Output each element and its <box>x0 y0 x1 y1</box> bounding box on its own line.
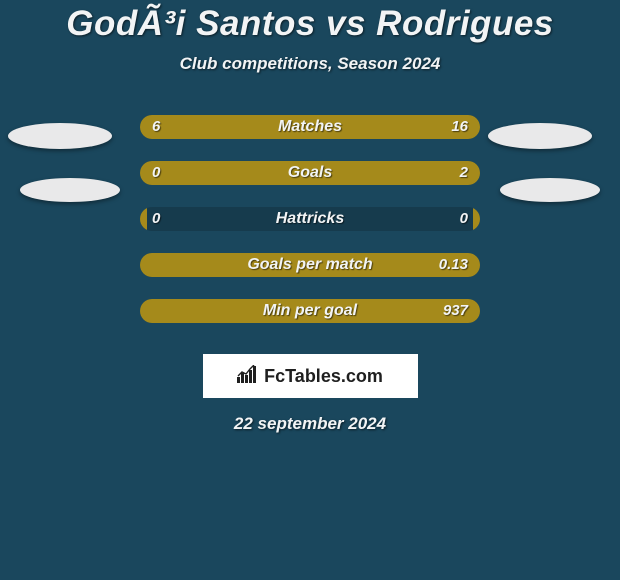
comparison-infographic: GodÃ³i Santos vs Rodrigues Club competit… <box>0 0 620 580</box>
stat-label: Matches <box>140 115 480 139</box>
stat-label: Goals <box>140 161 480 185</box>
stat-value-right: 16 <box>451 115 468 139</box>
stat-label: Hattricks <box>140 207 480 231</box>
fctables-label: FcTables.com <box>264 366 383 387</box>
stat-value-right: 0.13 <box>439 253 468 277</box>
stat-row: Min per goal 937 <box>0 296 620 342</box>
stat-row: 0 Goals 2 <box>0 158 620 204</box>
stat-label: Goals per match <box>140 253 480 277</box>
bar-chart-icon <box>237 365 259 388</box>
stat-row: 6 Matches 16 <box>0 112 620 158</box>
fctables-link[interactable]: FcTables.com <box>203 354 418 398</box>
stat-value-right: 937 <box>443 299 468 323</box>
stat-value-right: 2 <box>460 161 468 185</box>
date-text: 22 september 2024 <box>0 414 620 434</box>
page-title: GodÃ³i Santos vs Rodrigues <box>0 4 620 44</box>
stat-label: Min per goal <box>140 299 480 323</box>
stat-value-right: 0 <box>460 207 468 231</box>
page-subtitle: Club competitions, Season 2024 <box>0 54 620 74</box>
stat-rows: 6 Matches 16 0 Goals 2 0 Hattricks 0 <box>0 112 620 342</box>
stat-row: 0 Hattricks 0 <box>0 204 620 250</box>
stat-row: Goals per match 0.13 <box>0 250 620 296</box>
